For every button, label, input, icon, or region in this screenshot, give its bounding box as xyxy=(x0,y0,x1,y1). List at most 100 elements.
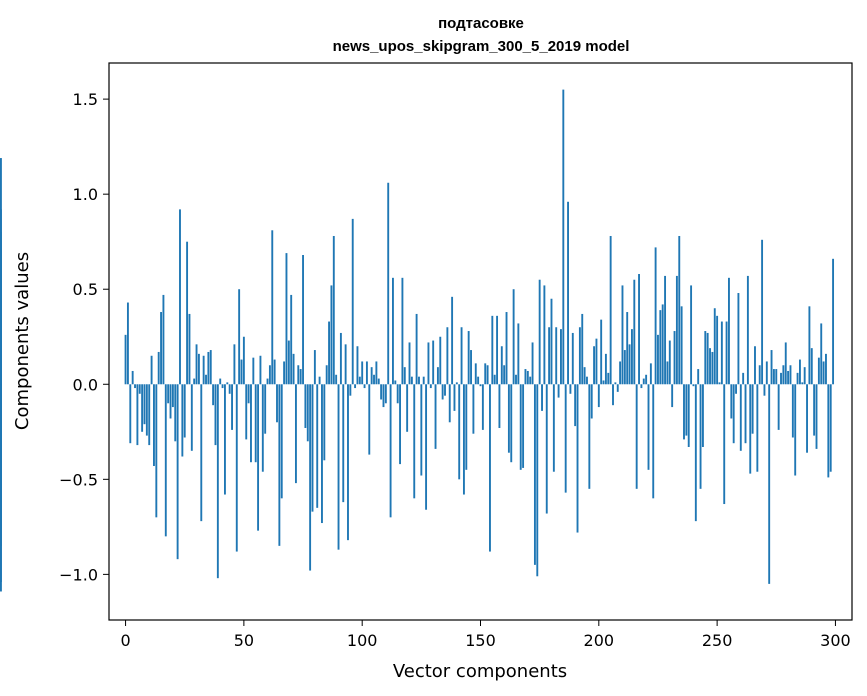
bar xyxy=(406,384,409,432)
bar xyxy=(789,365,792,385)
bar xyxy=(347,384,349,541)
bar xyxy=(160,312,162,385)
bar xyxy=(214,384,217,446)
bar xyxy=(389,384,392,518)
bar xyxy=(131,370,134,385)
bar xyxy=(285,253,288,385)
bar xyxy=(616,384,619,392)
bar xyxy=(713,308,716,385)
bar xyxy=(162,294,165,385)
bar xyxy=(749,384,752,474)
bar xyxy=(179,209,181,385)
bars-group xyxy=(0,89,835,592)
bar xyxy=(621,285,624,385)
bar xyxy=(453,384,456,411)
bar xyxy=(126,302,129,385)
bar xyxy=(545,384,548,514)
bar xyxy=(342,384,345,503)
bar xyxy=(564,384,567,493)
bar xyxy=(704,331,707,385)
bar xyxy=(155,384,158,518)
bar xyxy=(699,384,702,489)
bar xyxy=(470,350,472,385)
bar xyxy=(349,384,352,396)
bar xyxy=(287,340,290,385)
bar xyxy=(817,357,820,385)
bar xyxy=(692,384,695,387)
bar xyxy=(153,384,155,467)
bar xyxy=(200,384,203,522)
bar xyxy=(507,384,510,453)
bar xyxy=(392,277,394,385)
bar xyxy=(782,365,785,385)
bar xyxy=(224,384,226,495)
bar xyxy=(623,350,626,385)
bar xyxy=(216,384,219,579)
bar xyxy=(522,384,525,468)
bar xyxy=(517,323,520,385)
bar xyxy=(212,384,215,406)
bar xyxy=(491,315,494,385)
bar xyxy=(595,338,598,385)
bar xyxy=(626,312,629,385)
bar xyxy=(247,384,250,404)
bar xyxy=(356,346,359,385)
y-tick-label: 0.5 xyxy=(73,280,98,299)
bar xyxy=(335,374,338,385)
bar xyxy=(649,363,652,385)
bar xyxy=(756,384,759,472)
bar xyxy=(228,384,231,394)
bar xyxy=(197,353,200,385)
bar xyxy=(318,376,321,385)
bar xyxy=(796,372,799,385)
bar xyxy=(489,384,491,552)
bar xyxy=(732,384,735,444)
bar xyxy=(685,384,688,436)
bar xyxy=(543,285,546,385)
x-tick-label: 150 xyxy=(465,631,496,650)
bar xyxy=(368,384,371,455)
bar xyxy=(271,230,274,385)
bar xyxy=(176,384,179,560)
bar xyxy=(145,384,148,436)
bar xyxy=(157,351,160,385)
bar xyxy=(486,365,489,385)
bar xyxy=(680,306,683,385)
bar xyxy=(373,374,375,385)
bar xyxy=(746,275,749,385)
bar xyxy=(597,384,600,408)
bar xyxy=(245,384,248,440)
bar xyxy=(661,304,664,385)
bar xyxy=(432,340,435,385)
bar xyxy=(273,359,276,385)
bar xyxy=(541,384,543,411)
bar xyxy=(775,369,778,385)
bar xyxy=(309,384,312,571)
bar xyxy=(190,384,193,451)
bar xyxy=(503,365,506,385)
bar xyxy=(280,384,283,499)
bar xyxy=(768,384,771,584)
bar xyxy=(467,331,470,385)
bar xyxy=(268,365,271,385)
bar xyxy=(235,384,238,552)
y-axis: −1.0 −0.5 0.0 0.5 1.0 1.5 xyxy=(59,90,109,584)
bar xyxy=(264,384,267,434)
bar xyxy=(780,372,782,385)
bar xyxy=(628,344,631,385)
bar xyxy=(593,346,596,385)
bar xyxy=(233,344,236,385)
bar xyxy=(765,361,768,385)
bar xyxy=(124,334,127,385)
bar xyxy=(690,285,693,385)
bar xyxy=(387,182,390,385)
bar xyxy=(604,353,607,385)
bar xyxy=(257,384,260,531)
bar xyxy=(571,332,574,385)
bar xyxy=(529,376,532,385)
bar xyxy=(382,384,385,408)
bar xyxy=(645,374,648,385)
bar xyxy=(399,384,401,465)
bar xyxy=(633,279,636,385)
